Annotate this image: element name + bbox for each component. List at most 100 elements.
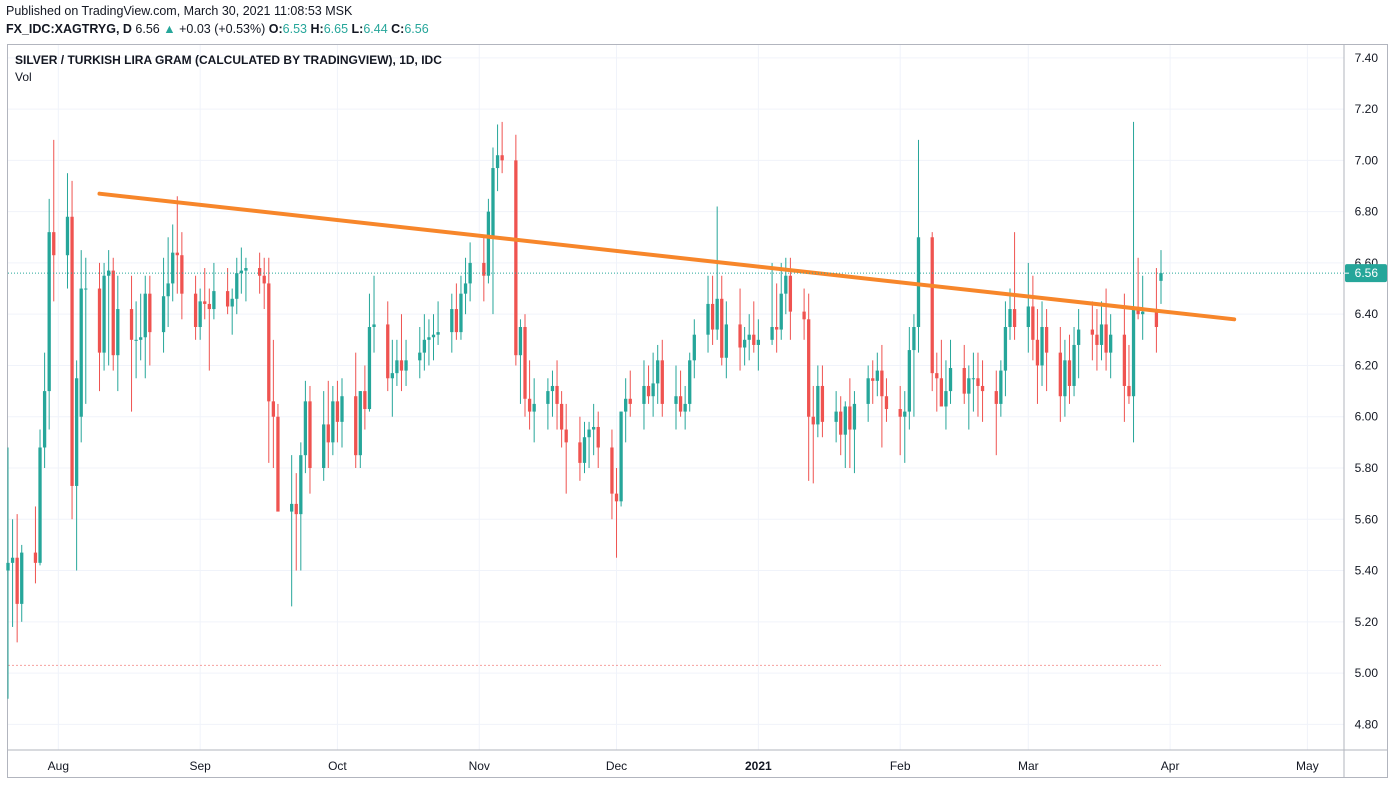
candle <box>939 339 944 407</box>
candle-body <box>756 339 761 345</box>
close-value: 6.56 <box>404 22 429 36</box>
candle <box>678 370 683 417</box>
candle <box>10 519 15 627</box>
candle-body <box>843 406 847 435</box>
candle-body <box>1072 344 1076 386</box>
y-tick-label: 7.40 <box>1355 51 1379 65</box>
candle <box>710 275 715 345</box>
candle <box>770 262 774 345</box>
x-tick-label: Nov <box>469 759 490 773</box>
candle <box>175 196 179 294</box>
candle-body <box>331 401 335 443</box>
candle-body <box>1012 309 1017 327</box>
candle <box>459 275 463 340</box>
candle <box>1076 309 1081 379</box>
candle-body <box>820 385 825 422</box>
candle-body <box>962 368 966 394</box>
candle-body <box>1141 311 1145 315</box>
candle <box>742 327 747 366</box>
candle <box>354 352 358 468</box>
low-label: L: <box>351 22 364 36</box>
candle-body <box>678 396 683 412</box>
candle-body <box>903 411 907 417</box>
candle <box>884 378 889 422</box>
candle <box>1072 327 1076 397</box>
symbol-label[interactable]: FX_IDC:XAGTRYG, D <box>6 22 132 36</box>
trendline[interactable] <box>97 191 1237 322</box>
candle-body <box>322 424 326 468</box>
candle <box>523 314 527 417</box>
candle <box>42 352 47 468</box>
candle <box>1099 301 1104 361</box>
candle <box>431 314 436 361</box>
candle-body <box>244 268 248 271</box>
up-arrow-icon: ▲ <box>163 22 176 36</box>
candle-body <box>578 442 582 463</box>
candle-body <box>724 324 728 358</box>
candle-body <box>235 273 239 299</box>
low-value: 6.44 <box>363 22 388 36</box>
candle <box>239 247 243 294</box>
open-value: 6.53 <box>282 22 307 36</box>
candle <box>1040 301 1044 386</box>
candle <box>715 206 719 340</box>
candle <box>225 268 230 315</box>
candle-body <box>834 411 838 422</box>
candle <box>65 173 70 289</box>
candle <box>395 339 399 386</box>
close-label: C: <box>391 22 405 36</box>
candle <box>1159 250 1163 304</box>
candle <box>166 237 170 327</box>
candle-body <box>784 275 788 294</box>
candle-body <box>944 391 948 407</box>
candle-body <box>692 334 696 361</box>
candle <box>614 468 619 558</box>
candle <box>578 416 582 481</box>
candle-body <box>386 324 390 379</box>
candle <box>976 352 980 417</box>
candle <box>738 288 742 371</box>
candle-body <box>431 334 436 338</box>
candle-body <box>463 283 468 294</box>
candle-body <box>175 252 179 256</box>
candle <box>962 344 966 404</box>
candle <box>1122 293 1127 422</box>
candle-body <box>102 275 106 353</box>
candle <box>363 365 367 430</box>
candle-body <box>207 303 211 310</box>
candle <box>193 275 198 340</box>
candle <box>212 262 216 320</box>
candle-body <box>980 385 985 392</box>
candle-body <box>267 283 271 402</box>
candle <box>486 198 491 284</box>
candle-body <box>97 288 102 353</box>
candle <box>674 365 678 430</box>
chart-legend-title: SILVER / TURKISH LIRA GRAM (CALCULATED B… <box>15 53 442 67</box>
candle-body <box>1026 306 1030 327</box>
candle-body <box>47 232 51 392</box>
candle <box>203 268 207 320</box>
candle <box>692 319 696 379</box>
candle <box>802 288 806 340</box>
candle-body <box>294 503 298 515</box>
candle-body <box>742 339 747 348</box>
candle-body <box>180 255 184 294</box>
candle-body <box>363 391 367 410</box>
candle-body <box>10 557 15 563</box>
candle <box>610 429 614 520</box>
candle <box>747 314 751 361</box>
candle <box>1031 275 1035 361</box>
high-value: 6.65 <box>323 22 349 36</box>
candle <box>967 365 971 430</box>
candle-body <box>335 401 340 422</box>
candle <box>839 396 843 456</box>
chart-legend-vol[interactable]: Vol <box>15 70 32 84</box>
candle-body <box>710 303 715 330</box>
candle-body <box>427 337 431 340</box>
candle-body <box>546 391 550 404</box>
candle <box>871 360 875 404</box>
open-label: O: <box>268 22 283 36</box>
candle-body <box>532 403 536 412</box>
candle <box>546 378 550 430</box>
